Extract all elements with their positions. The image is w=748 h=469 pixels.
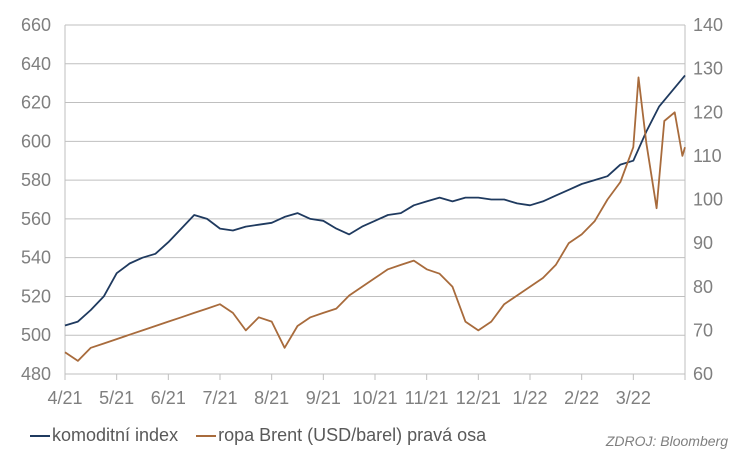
x-tick-label-2: 6/21 xyxy=(151,388,186,408)
left-tick-label-8: 640 xyxy=(21,54,51,74)
x-tick-label-1: 5/21 xyxy=(99,388,134,408)
x-tick-label-3: 7/21 xyxy=(202,388,237,408)
left-tick-label-2: 520 xyxy=(21,286,51,306)
x-axis-tick-labels: 4/21 5/21 6/21 7/21 8/21 9/21 10/21 11/21 12/21 1… xyxy=(47,388,650,408)
axes xyxy=(64,25,686,380)
x-tick-label-9: 1/22 xyxy=(512,388,547,408)
right-tick-label-6: 120 xyxy=(693,102,723,122)
right-tick-label-5: 110 xyxy=(693,146,722,166)
series-line-1 xyxy=(64,76,686,362)
x-tick-label-4: 8/21 xyxy=(254,388,289,408)
x-tick-label-10: 2/22 xyxy=(564,388,599,408)
legend-item-brent-oil: ropa Brent (USD/barel) pravá osa xyxy=(196,425,486,446)
x-tick-label-6: 10/21 xyxy=(352,388,397,408)
x-tick-label-7: 11/21 xyxy=(405,388,449,408)
right-axis-tick-labels: 60 70 80 90 100 110 120 130 140 xyxy=(693,15,723,384)
right-tick-label-4: 100 xyxy=(693,190,723,210)
x-tick-label-5: 9/21 xyxy=(306,388,341,408)
legend-label-commodity-index: komoditní index xyxy=(52,425,179,445)
legend-label-brent-oil: ropa Brent (USD/barel) pravá osa xyxy=(218,425,487,445)
right-tick-label-8: 140 xyxy=(693,15,723,35)
series-lines xyxy=(64,74,686,362)
left-tick-label-0: 480 xyxy=(21,364,51,384)
right-tick-label-7: 130 xyxy=(693,59,723,79)
x-tick-label-8: 12/21 xyxy=(456,388,501,408)
x-tick-label-11: 3/22 xyxy=(616,388,651,408)
legend-swatch-brent-oil xyxy=(196,434,217,437)
left-tick-label-9: 660 xyxy=(21,15,51,35)
legend: komoditní index ropa Brent (USD/barel) p… xyxy=(30,425,504,446)
right-tick-label-3: 90 xyxy=(693,233,713,253)
gridlines xyxy=(65,24,685,375)
left-tick-label-6: 600 xyxy=(21,131,51,151)
x-tick-label-0: 4/21 xyxy=(47,388,82,408)
right-tick-label-1: 70 xyxy=(693,320,713,340)
left-axis-tick-labels: 480 500 520 540 560 580 600 620 640 660 xyxy=(21,15,51,384)
left-tick-label-5: 580 xyxy=(21,170,51,190)
right-tick-label-0: 60 xyxy=(693,364,713,384)
legend-swatch-commodity-index xyxy=(30,434,50,437)
legend-item-commodity-index: komoditní index xyxy=(30,425,178,446)
series-line-0 xyxy=(64,74,686,327)
left-tick-label-4: 560 xyxy=(21,209,51,229)
right-tick-label-2: 80 xyxy=(693,277,713,297)
left-tick-label-1: 500 xyxy=(21,325,51,345)
source-note: ZDROJ: Bloomberg xyxy=(605,433,728,449)
left-tick-label-7: 620 xyxy=(21,93,51,113)
left-tick-label-3: 540 xyxy=(21,248,51,268)
